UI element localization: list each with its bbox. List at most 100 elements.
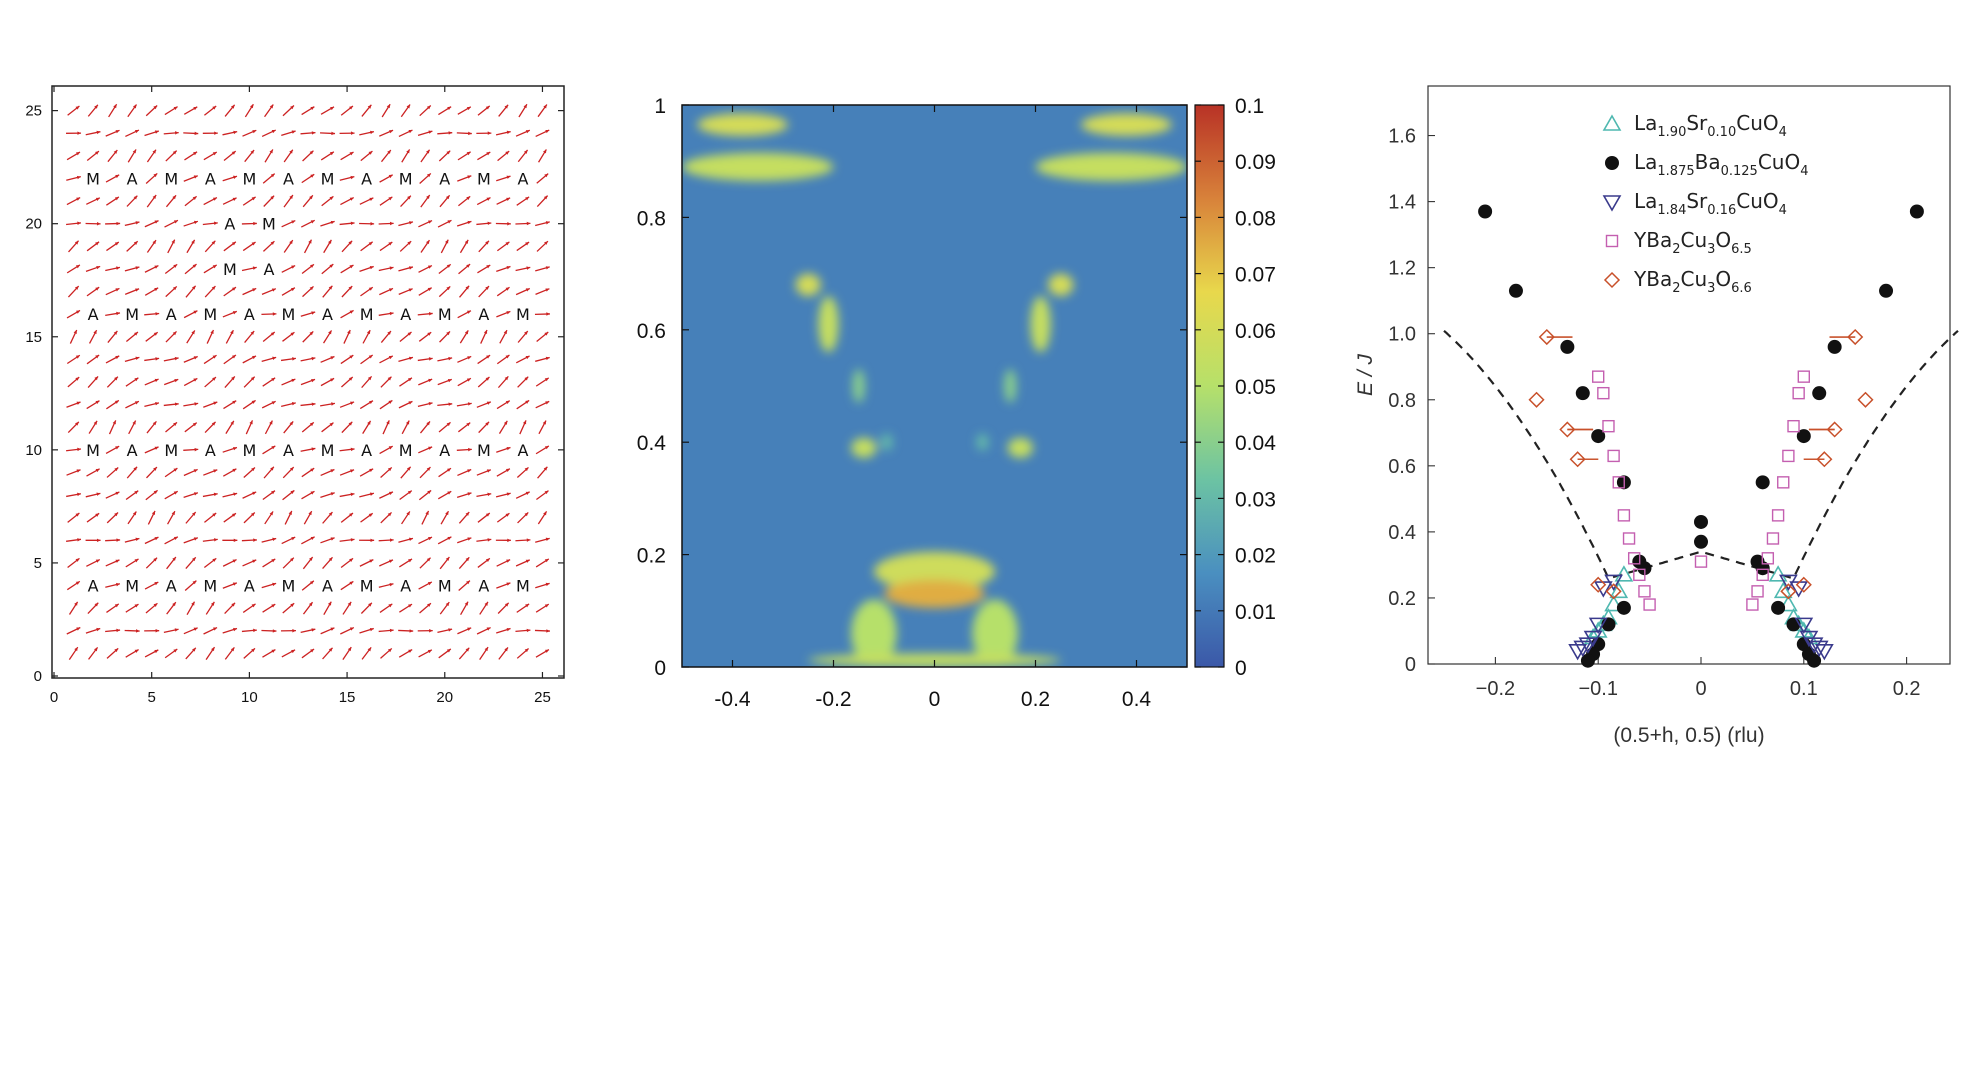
field-arrow-head <box>232 400 237 405</box>
field-arrow-head <box>193 537 198 541</box>
field-arrow-head <box>132 104 137 109</box>
field-arrow-head <box>171 511 175 516</box>
y-tick-label: 0.8 <box>1388 390 1416 412</box>
field-arrow-head <box>330 627 335 631</box>
field-arrow-head <box>173 536 178 541</box>
legend-entry: YBa2Cu3O6.5 <box>1633 228 1752 257</box>
field-arrow-head <box>350 447 355 452</box>
data-point <box>1771 509 1785 522</box>
field-arrow-head <box>76 152 80 156</box>
field-arrow-head <box>115 355 120 360</box>
field-arrow-head <box>251 242 256 246</box>
field-arrow-head <box>193 627 198 631</box>
field-arrow-head <box>231 513 236 517</box>
field-arrow-head <box>524 467 529 472</box>
site-label: A <box>166 305 177 324</box>
field-arrow-head <box>272 312 277 316</box>
field-arrow-head <box>76 627 81 631</box>
field-arrow-head <box>153 490 158 495</box>
data-point <box>1812 386 1827 401</box>
field-arrow-head <box>544 445 549 450</box>
intensity-feature <box>1004 369 1017 403</box>
data-point <box>1633 568 1646 582</box>
field-arrow-head <box>428 446 433 450</box>
field-arrow-head <box>525 196 530 201</box>
field-arrow-head <box>214 131 218 135</box>
field-arrow-head <box>289 421 294 426</box>
field-arrow-head <box>96 222 101 226</box>
legend-entry: La1.875Ba0.125CuO4 <box>1634 150 1809 179</box>
field-arrow-head <box>291 130 296 134</box>
field-arrow-head <box>172 150 177 155</box>
field-arrow-head <box>173 468 178 472</box>
field-arrow-head <box>506 446 511 451</box>
field-arrow-head <box>114 467 119 472</box>
field-arrow-head <box>350 131 355 135</box>
legend-subscript: 2 <box>1672 281 1680 296</box>
field-arrow-head <box>409 537 413 542</box>
field-arrow-head <box>349 513 353 517</box>
field-arrow-head <box>269 149 273 154</box>
site-label: M <box>438 577 452 596</box>
legend-subscript: 1.84 <box>1657 203 1686 218</box>
field-arrow-head <box>369 197 374 201</box>
field-arrow-head <box>544 604 549 608</box>
field-arrow-head <box>447 491 452 495</box>
site-label: M <box>86 441 100 460</box>
data-point <box>1538 328 1555 346</box>
y-tick-label: 0.4 <box>1388 522 1416 544</box>
data-point <box>1573 640 1593 658</box>
field-arrow-head <box>446 264 451 268</box>
field-arrow-head <box>467 175 472 179</box>
field-arrow-head <box>543 195 548 200</box>
field-arrow-head <box>96 538 101 543</box>
field-arrow-head <box>193 492 198 496</box>
field-arrow-head <box>545 288 550 292</box>
site-label: M <box>86 169 100 188</box>
field-arrow-head <box>115 130 120 134</box>
legend-subscript: 0.10 <box>1707 125 1736 140</box>
field-arrow-head <box>77 447 81 452</box>
field-arrow-head <box>504 602 509 607</box>
field-arrow-head <box>230 330 234 335</box>
field-arrow-head <box>174 628 179 632</box>
field-arrow-head <box>525 400 530 404</box>
field-arrow-head <box>367 647 372 652</box>
field-arrow-head <box>368 354 373 359</box>
field-arrow-head <box>310 220 315 224</box>
field-arrow-head <box>330 106 335 111</box>
field-arrow-head <box>253 628 257 633</box>
field-arrow-head <box>191 512 196 516</box>
field-arrow-head <box>291 378 296 383</box>
field-arrow-head <box>310 106 315 111</box>
field-arrow-head <box>213 469 218 473</box>
field-arrow-head <box>112 420 116 425</box>
field-arrow-head <box>369 400 373 405</box>
field-arrow-head <box>389 582 394 587</box>
field-arrow-head <box>428 130 433 134</box>
legend-entry: La1.84Sr0.16CuO4 <box>1634 189 1787 218</box>
field-arrow-head <box>289 240 293 245</box>
field-arrow-head <box>174 402 179 406</box>
field-arrow-head <box>193 356 198 360</box>
field-arrow-head <box>309 286 314 291</box>
field-arrow-head <box>291 402 296 406</box>
field-arrow-head <box>522 420 527 425</box>
field-arrow-head <box>388 491 393 495</box>
field-arrow-head <box>134 129 139 134</box>
field-arrow-head <box>369 627 374 632</box>
legend-entry: YBa2Cu3O6.6 <box>1633 267 1752 296</box>
field-arrow-head <box>153 467 157 471</box>
field-arrow-head <box>74 647 78 652</box>
field-arrow-head <box>330 537 335 541</box>
data-point <box>1575 386 1590 401</box>
field-arrow-head <box>252 491 257 496</box>
field-arrow-head <box>311 628 316 632</box>
field-arrow-head <box>466 264 471 268</box>
intensity-feature <box>1080 113 1172 136</box>
field-arrow-head <box>96 492 101 496</box>
field-arrow-head <box>311 378 316 383</box>
field-arrow-head <box>233 446 237 451</box>
field-arrow-head <box>524 331 528 335</box>
data-point <box>1568 643 1588 661</box>
